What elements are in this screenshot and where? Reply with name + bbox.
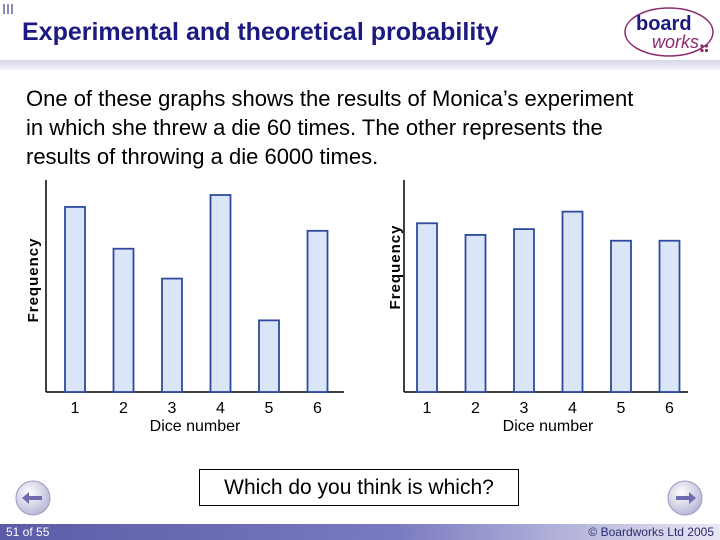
- intro-line: results of throwing a die 6000 times.: [26, 144, 379, 169]
- x-tick-label: 5: [617, 400, 626, 417]
- x-tick-label: 6: [665, 400, 674, 417]
- slide-counter: 51 of 55: [6, 525, 50, 539]
- question-box: Which do you think is which?: [199, 469, 519, 506]
- x-tick-label: 4: [568, 400, 577, 417]
- bar-4: [561, 210, 584, 393]
- bar-1: [64, 206, 86, 393]
- footer-band: [0, 524, 720, 540]
- bar-2: [112, 247, 135, 393]
- x-tick-label: 2: [119, 400, 128, 417]
- bar-3: [513, 228, 535, 393]
- title-divider: [0, 60, 720, 70]
- slide-title: Experimental and theoretical probability: [22, 18, 499, 46]
- bar-6: [306, 229, 329, 393]
- svg-text:board: board: [636, 13, 692, 35]
- x-tick-label: 6: [313, 400, 322, 417]
- arrow-right-icon: [676, 492, 696, 504]
- intro-text: One of these graphs shows the results of…: [26, 84, 706, 171]
- svg-text:works: works: [652, 32, 699, 52]
- x-tick-label: 3: [520, 400, 529, 417]
- next-slide-button[interactable]: [666, 479, 704, 517]
- arrow-left-icon: [22, 492, 42, 504]
- boardworks-logo: board works: [624, 7, 714, 57]
- x-axis-label: Dice number: [503, 418, 594, 435]
- x-tick-label: 3: [168, 400, 177, 417]
- bar-5: [610, 239, 632, 393]
- plot-area: [402, 180, 688, 392]
- intro-line: One of these graphs shows the results of…: [26, 86, 634, 111]
- bar-6: [658, 239, 681, 393]
- previous-slide-button[interactable]: [14, 479, 52, 517]
- intro-line: in which she threw a die 60 times. The o…: [26, 115, 603, 140]
- x-tick-label: 5: [265, 400, 274, 417]
- bar-3: [161, 277, 183, 393]
- y-axis-label: Frequency: [387, 225, 404, 310]
- x-axis-label: Dice number: [150, 418, 241, 435]
- bar-1: [416, 222, 438, 393]
- y-axis-label: Frequency: [25, 238, 42, 323]
- copyright-notice: © Boardworks Ltd 2005: [588, 525, 714, 539]
- x-tick-label: 2: [471, 400, 480, 417]
- bar-4: [209, 194, 232, 393]
- bar-5: [258, 319, 280, 393]
- corner-bars-icon: [3, 4, 13, 14]
- x-tick-label: 1: [423, 400, 432, 417]
- plot-area: [44, 180, 344, 392]
- x-tick-label: 1: [71, 400, 80, 417]
- x-tick-label: 4: [216, 400, 225, 417]
- bar-2: [464, 234, 487, 393]
